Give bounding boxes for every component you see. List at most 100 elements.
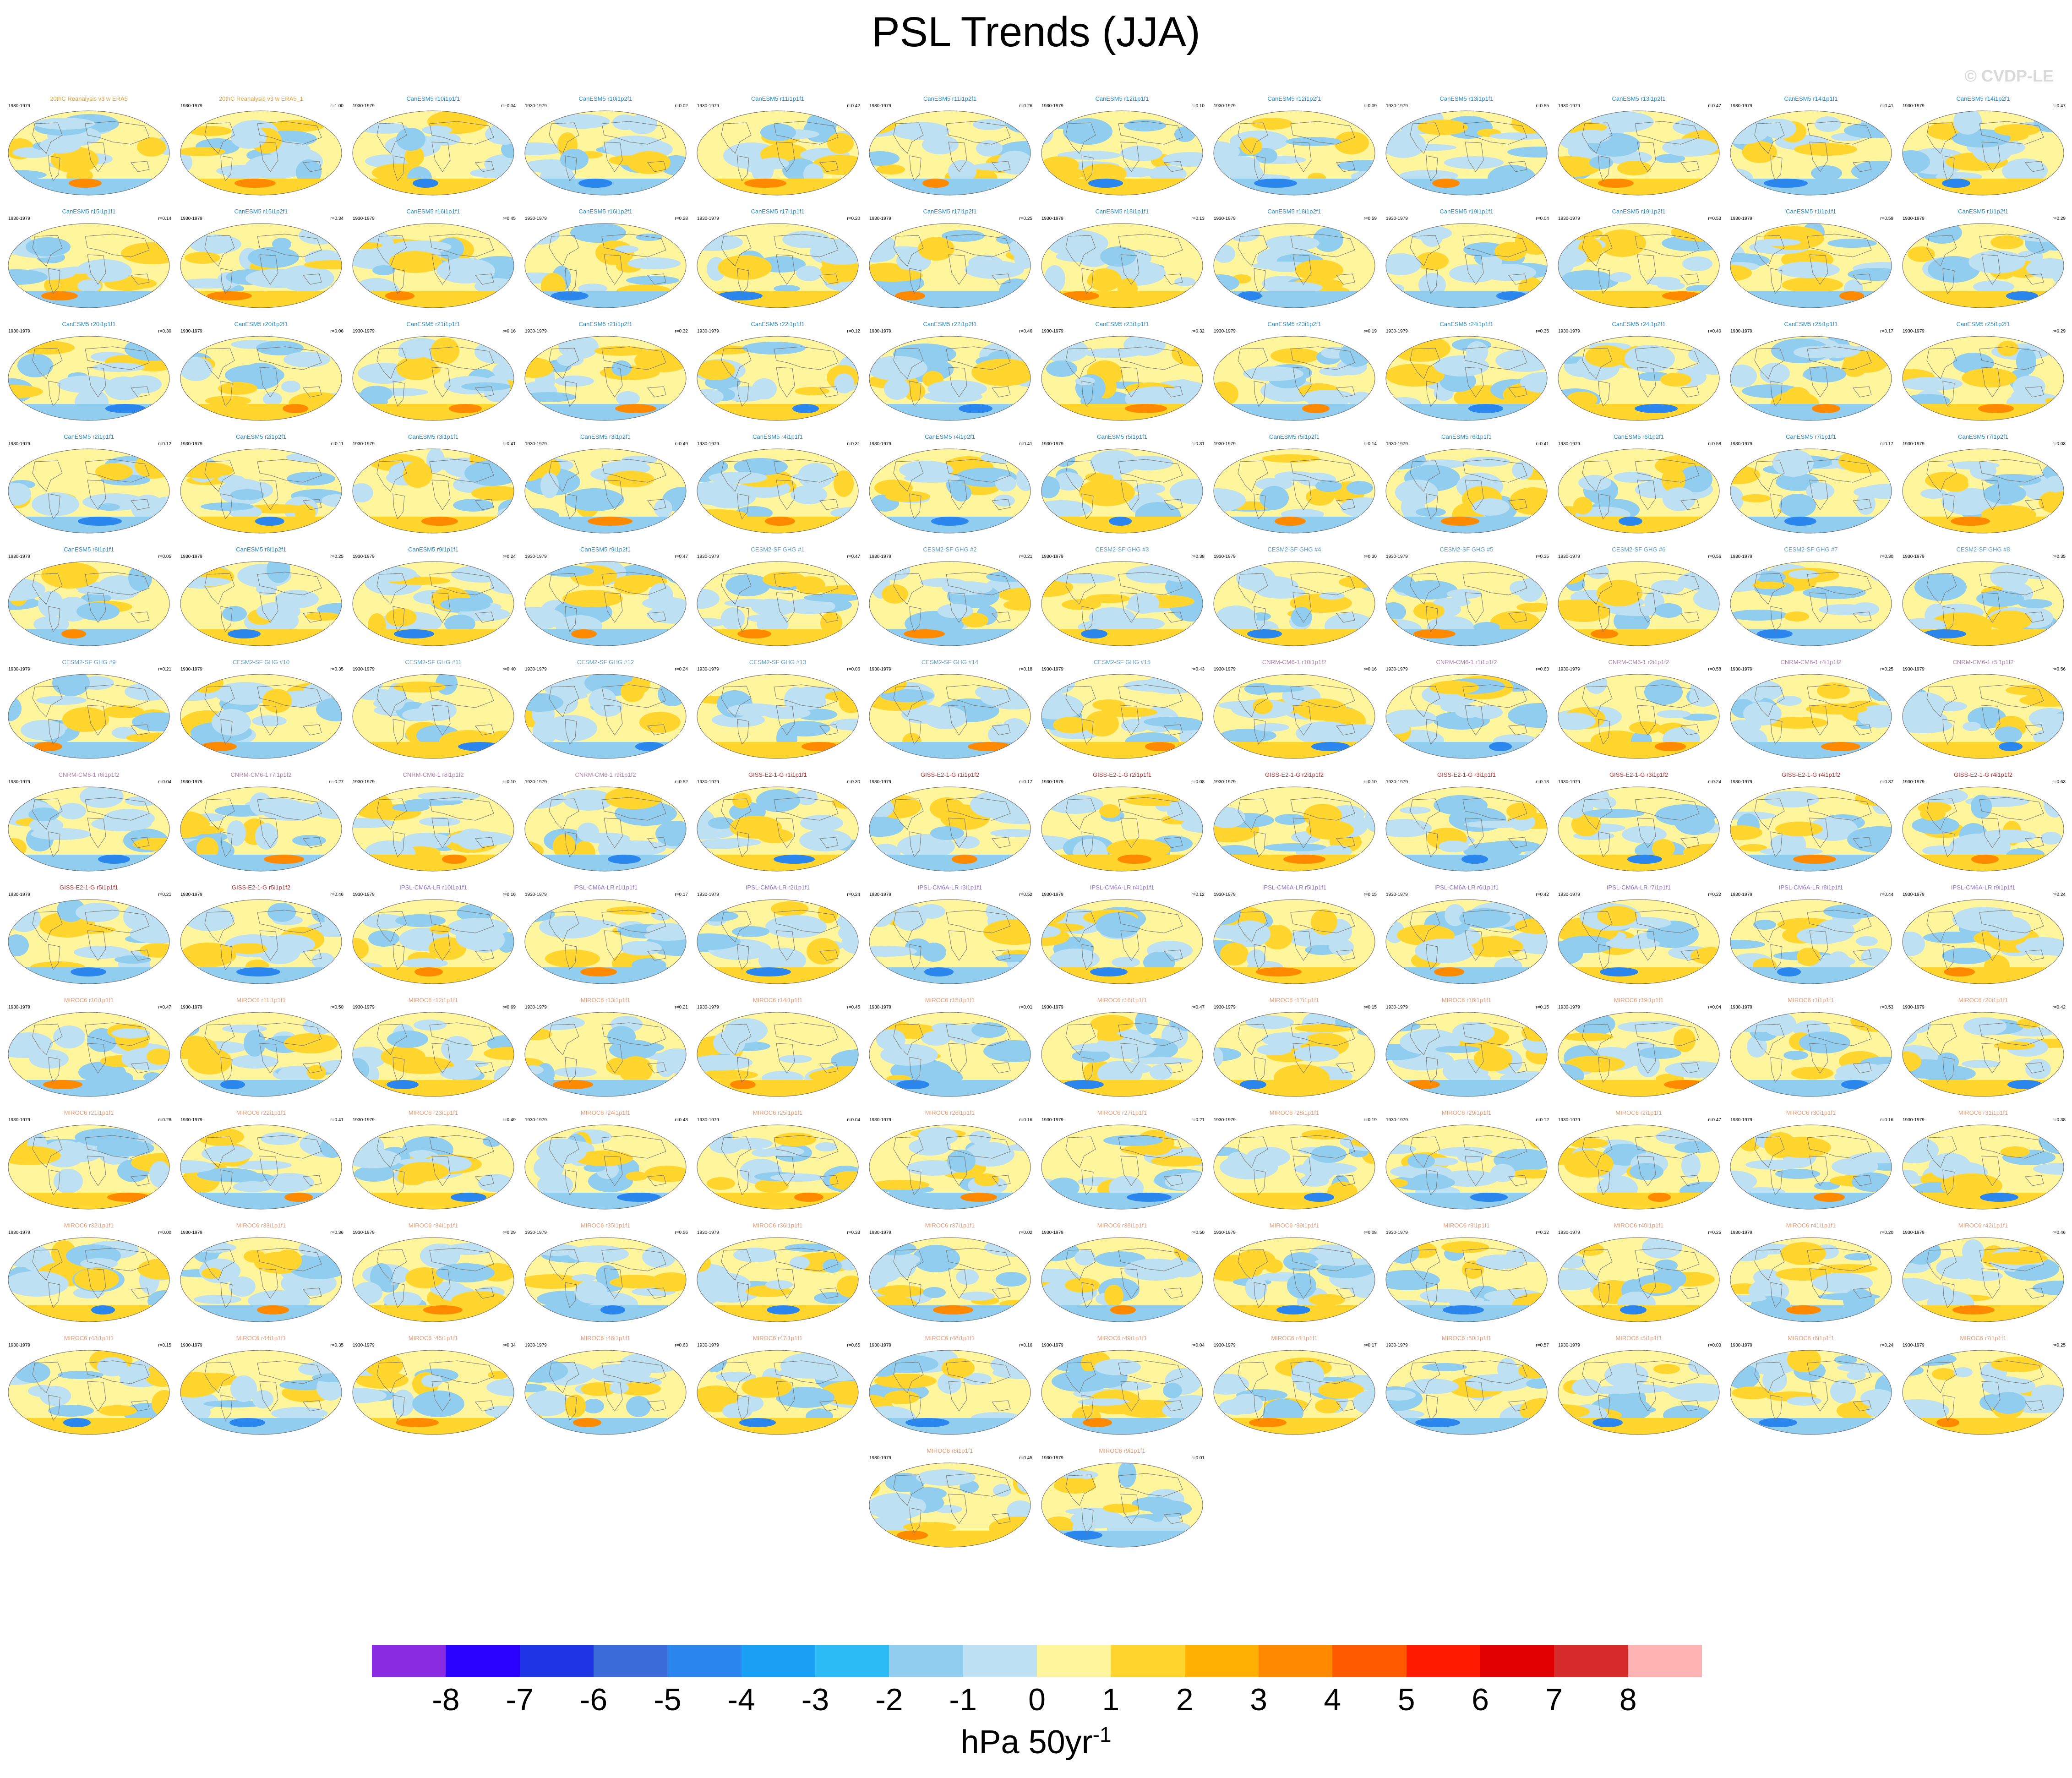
- map-panel: MIROC6 r39i1p1f1 1930-1979 r=0.08: [1209, 1220, 1380, 1328]
- map-panel: CESM2-SF GHG #14 1930-1979 r=0.18: [865, 657, 1035, 765]
- panel-correlation: r=0.17: [1880, 442, 1893, 447]
- globe-map: [1902, 1124, 2064, 1210]
- panel-correlation: r=0.21: [675, 1005, 688, 1010]
- panel-correlation: r=0.16: [1363, 667, 1377, 672]
- panel-title: MIROC6 r22i1p1f1: [236, 1109, 286, 1116]
- panel-title: MIROC6 r34i1p1f1: [408, 1222, 458, 1229]
- map-panel: MIROC6 r9i1p1f1 1930-1979 r=0.01: [1037, 1445, 1207, 1554]
- globe-map: [352, 1124, 514, 1210]
- panel-title: CanESM5 r17i1p1f1: [751, 208, 805, 215]
- panel-correlation: r=0.04: [1708, 1005, 1721, 1010]
- panel-correlation: r=0.25: [1019, 216, 1032, 221]
- map-panel: CanESM5 r4i1p2f1 1930-1979 r=0.41: [865, 431, 1035, 540]
- panel-correlation: r=0.49: [675, 442, 688, 447]
- panel-title: CNRM-CM6-1 r7i1p1f2: [230, 771, 292, 778]
- globe-map: [1385, 1012, 1548, 1097]
- panel-title: CanESM5 r12i1p2f1: [1267, 95, 1321, 102]
- panel-title: CanESM5 r13i1p2f1: [1612, 95, 1666, 102]
- globe-map: [8, 448, 170, 534]
- map-panel: MIROC6 r22i1p1f1 1930-1979 r=0.41: [176, 1107, 346, 1216]
- panel-years: 1930-1979: [353, 1005, 375, 1010]
- panel-years: 1930-1979: [869, 1118, 891, 1123]
- panel-correlation: r=0.19: [1363, 1118, 1377, 1123]
- panel-title: MIROC6 r36i1p1f1: [752, 1222, 803, 1229]
- globe-map: [1558, 674, 1720, 759]
- panel-title: MIROC6 r15i1p1f1: [925, 997, 975, 1004]
- panel-correlation: r=0.69: [502, 1005, 516, 1010]
- panel-correlation: r=0.17: [1363, 1343, 1377, 1348]
- panel-years: 1930-1979: [697, 104, 719, 109]
- globe-map: [1385, 561, 1548, 646]
- map-panel: CanESM5 r10i1p2f1 1930-1979 r=0.02: [520, 93, 691, 202]
- panel-correlation: r=0.17: [1880, 329, 1893, 334]
- globe-map: [1041, 1124, 1203, 1210]
- globe-map: [524, 1237, 687, 1322]
- panel-title: IPSL-CM6A-LR r9i1p1f1: [1951, 884, 2016, 891]
- map-panel: CanESM5 r15i1p2f1 1930-1979 r=0.34: [176, 206, 346, 314]
- panel-title: MIROC6 r48i1p1f1: [925, 1335, 975, 1342]
- panel-title: MIROC6 r16i1p1f1: [1097, 997, 1147, 1004]
- panel-title: MIROC6 r46i1p1f1: [580, 1335, 631, 1342]
- globe-map: [697, 110, 859, 196]
- map-panel: MIROC6 r29i1p1f1 1930-1979 r=0.12: [1381, 1107, 1552, 1216]
- panel-correlation: r=0.58: [1708, 442, 1721, 447]
- globe-map: [352, 1012, 514, 1097]
- map-panel: CanESM5 r9i1p1f1 1930-1979 r=0.24: [348, 544, 518, 652]
- colorbar-swatch: [1628, 1645, 1702, 1677]
- panel-years: 1930-1979: [1558, 1005, 1580, 1010]
- panel-correlation: r=0.41: [502, 442, 516, 447]
- colorbar-tick-label: 8: [1619, 1682, 1637, 1717]
- globe-map: [1041, 1012, 1203, 1097]
- globe-map: [8, 223, 170, 308]
- panel-correlation: r=0.20: [847, 216, 860, 221]
- panel-correlation: r=0.56: [675, 1230, 688, 1235]
- panel-years: 1930-1979: [1386, 329, 1408, 334]
- panel-correlation: r=0.15: [1536, 1005, 1549, 1010]
- panel-correlation: r=0.24: [1708, 780, 1721, 785]
- map-panel: MIROC6 r38i1p1f1 1930-1979 r=0.50: [1037, 1220, 1207, 1328]
- globe-map: [869, 1124, 1031, 1210]
- globe-map: [8, 1237, 170, 1322]
- panel-years: 1930-1979: [1041, 1005, 1063, 1010]
- panel-correlation: r=0.63: [2052, 780, 2066, 785]
- panel-title: CanESM5 r9i1p1f1: [408, 546, 458, 553]
- panel-years: 1930-1979: [697, 667, 719, 672]
- globe-map: [1558, 899, 1720, 984]
- map-panel: CanESM5 r12i1p2f1 1930-1979 r=0.09: [1209, 93, 1380, 202]
- panel-years: 1930-1979: [1386, 1118, 1408, 1123]
- panel-years: 1930-1979: [1903, 554, 1925, 559]
- panel-years: 1930-1979: [1214, 667, 1236, 672]
- map-panel: MIROC6 r45i1p1f1 1930-1979 r=0.34: [348, 1333, 518, 1441]
- globe-map: [352, 1237, 514, 1322]
- globe-map: [869, 1237, 1031, 1322]
- panel-correlation: r=0.53: [1880, 1005, 1893, 1010]
- panel-title: CanESM5 r18i1p2f1: [1267, 208, 1321, 215]
- panel-title: CanESM5 r21i1p2f1: [578, 321, 633, 327]
- globe-map: [1902, 448, 2064, 534]
- map-panel: MIROC6 r3i1p1f1 1930-1979 r=0.32: [1381, 1220, 1552, 1328]
- globe-map: [524, 674, 687, 759]
- figure-title: PSL Trends (JJA): [872, 9, 1200, 55]
- map-panel: CanESM5 r16i1p2f1 1930-1979 r=0.28: [520, 206, 691, 314]
- globe-map: [180, 110, 342, 196]
- panel-title: CanESM5 r15i1p2f1: [234, 208, 288, 215]
- globe-map: [352, 786, 514, 872]
- panel-years: 1930-1979: [353, 1343, 375, 1348]
- panel-title: CanESM5 r23i1p2f1: [1267, 321, 1321, 327]
- panel-correlation: r=0.13: [1536, 780, 1549, 785]
- panel-years: 1930-1979: [1386, 554, 1408, 559]
- panel-years: 1930-1979: [1903, 1230, 1925, 1235]
- panel-years: 1930-1979: [1903, 442, 1925, 447]
- map-panel: MIROC6 r15i1p1f1 1930-1979 r=0.01: [865, 995, 1035, 1103]
- panel-correlation: r=0.11: [331, 442, 344, 447]
- colorbar-tick-label: -7: [506, 1682, 534, 1717]
- globe-map: [1041, 786, 1203, 872]
- globe-map: [1385, 899, 1548, 984]
- panel-title: MIROC6 r39i1p1f1: [1269, 1222, 1320, 1229]
- panel-years: 1930-1979: [869, 1343, 891, 1348]
- panel-years: 1930-1979: [1903, 104, 1925, 109]
- panel-correlation: r=0.33: [847, 1230, 860, 1235]
- panel-years: 1930-1979: [1558, 442, 1580, 447]
- panel-title: MIROC6 r24i1p1f1: [580, 1109, 631, 1116]
- panel-years: 1930-1979: [1041, 1230, 1063, 1235]
